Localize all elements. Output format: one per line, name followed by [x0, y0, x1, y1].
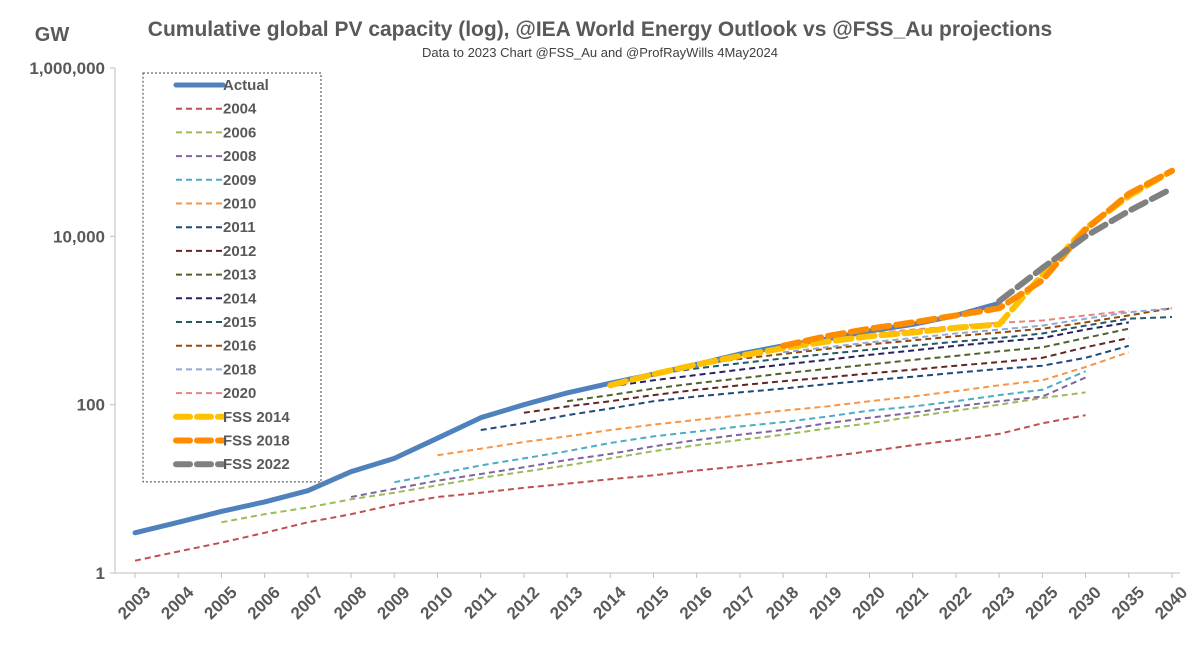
legend-label: 2012 — [223, 243, 256, 260]
x-tick-label: 2019 — [805, 583, 845, 623]
legend-label: 2010 — [223, 196, 256, 213]
x-tick-label: 2003 — [114, 583, 154, 623]
x-tick-label: 2030 — [1065, 583, 1105, 623]
legend: Actual 2004 2006 2008 2009 2010 2011 2012 2013 20… — [142, 72, 322, 483]
x-tick-label: 2025 — [1022, 583, 1062, 623]
x-tick-label: 2016 — [676, 583, 716, 623]
series-line-2013 — [566, 327, 1130, 403]
legend-label: 2006 — [223, 124, 256, 141]
x-tick-label: 2035 — [1108, 583, 1148, 623]
chart-subtitle: Data to 2023 Chart @FSS_Au and @ProfRayW… — [422, 45, 778, 60]
x-tick-label: 2010 — [417, 583, 457, 623]
series-line-2018 — [782, 307, 1173, 354]
x-tick-label: 2020 — [849, 583, 889, 623]
x-tick-label: 2014 — [589, 582, 630, 623]
legend-label: Actual — [223, 77, 269, 94]
legend-label: 2015 — [223, 314, 256, 331]
x-tick-label: 2005 — [201, 583, 241, 623]
legend-label: 2020 — [223, 385, 256, 402]
legend-label: 2008 — [223, 148, 256, 165]
x-tick-label: 2021 — [892, 583, 932, 623]
x-tick-label: 2040 — [1151, 583, 1191, 623]
y-tick-label: 10,000 — [53, 227, 105, 246]
x-tick-label: 2015 — [633, 583, 673, 623]
series-line-2011 — [480, 344, 1130, 431]
series-line-2012 — [523, 337, 1130, 414]
series-line-2014 — [610, 321, 1129, 388]
series-line-2010 — [437, 351, 1130, 457]
x-tick-label: 2011 — [460, 583, 500, 623]
series-line-2006 — [221, 391, 1086, 524]
x-tick-label: 2023 — [978, 583, 1018, 623]
y-axis-label: GW — [35, 24, 70, 46]
legend-label: FSS 2018 — [223, 433, 290, 450]
series-line-2008 — [350, 376, 1087, 498]
legend-label: 2011 — [223, 219, 256, 236]
series-line-fss-2018 — [780, 167, 1175, 349]
y-tick-label: 1 — [96, 564, 105, 583]
x-tick-label: 2004 — [157, 582, 198, 623]
x-tick-label: 2012 — [503, 583, 543, 623]
legend-box — [142, 72, 322, 483]
legend-label: 2014 — [223, 290, 257, 307]
series-line-2004 — [134, 414, 1086, 562]
x-tick-label: 2007 — [287, 583, 327, 623]
y-tick-label: 1,000,000 — [29, 59, 105, 78]
legend-label: FSS 2022 — [223, 456, 290, 473]
x-tick-label: 2022 — [935, 583, 975, 623]
x-tick-label: 2008 — [330, 583, 370, 623]
legend-label: 2004 — [223, 101, 257, 118]
series-line-2015 — [653, 316, 1173, 376]
chart-title: Cumulative global PV capacity (log), @IE… — [148, 18, 1052, 41]
legend-label: FSS 2014 — [223, 409, 290, 426]
legend-label: 2016 — [223, 338, 256, 355]
series-line-fss-2022 — [996, 185, 1175, 305]
x-tick-label: 2006 — [244, 583, 284, 623]
legend-label: 2013 — [223, 267, 256, 284]
series-line-2009 — [394, 370, 1086, 484]
x-tick-label: 2017 — [719, 583, 759, 623]
x-tick-label: 2018 — [762, 583, 802, 623]
x-tick-label: 2009 — [373, 583, 413, 623]
x-tick-label: 2013 — [546, 583, 586, 623]
y-tick-label: 100 — [77, 396, 105, 415]
series-layer — [132, 167, 1175, 562]
legend-label: 2009 — [223, 172, 256, 189]
legend-label: 2018 — [223, 361, 256, 378]
